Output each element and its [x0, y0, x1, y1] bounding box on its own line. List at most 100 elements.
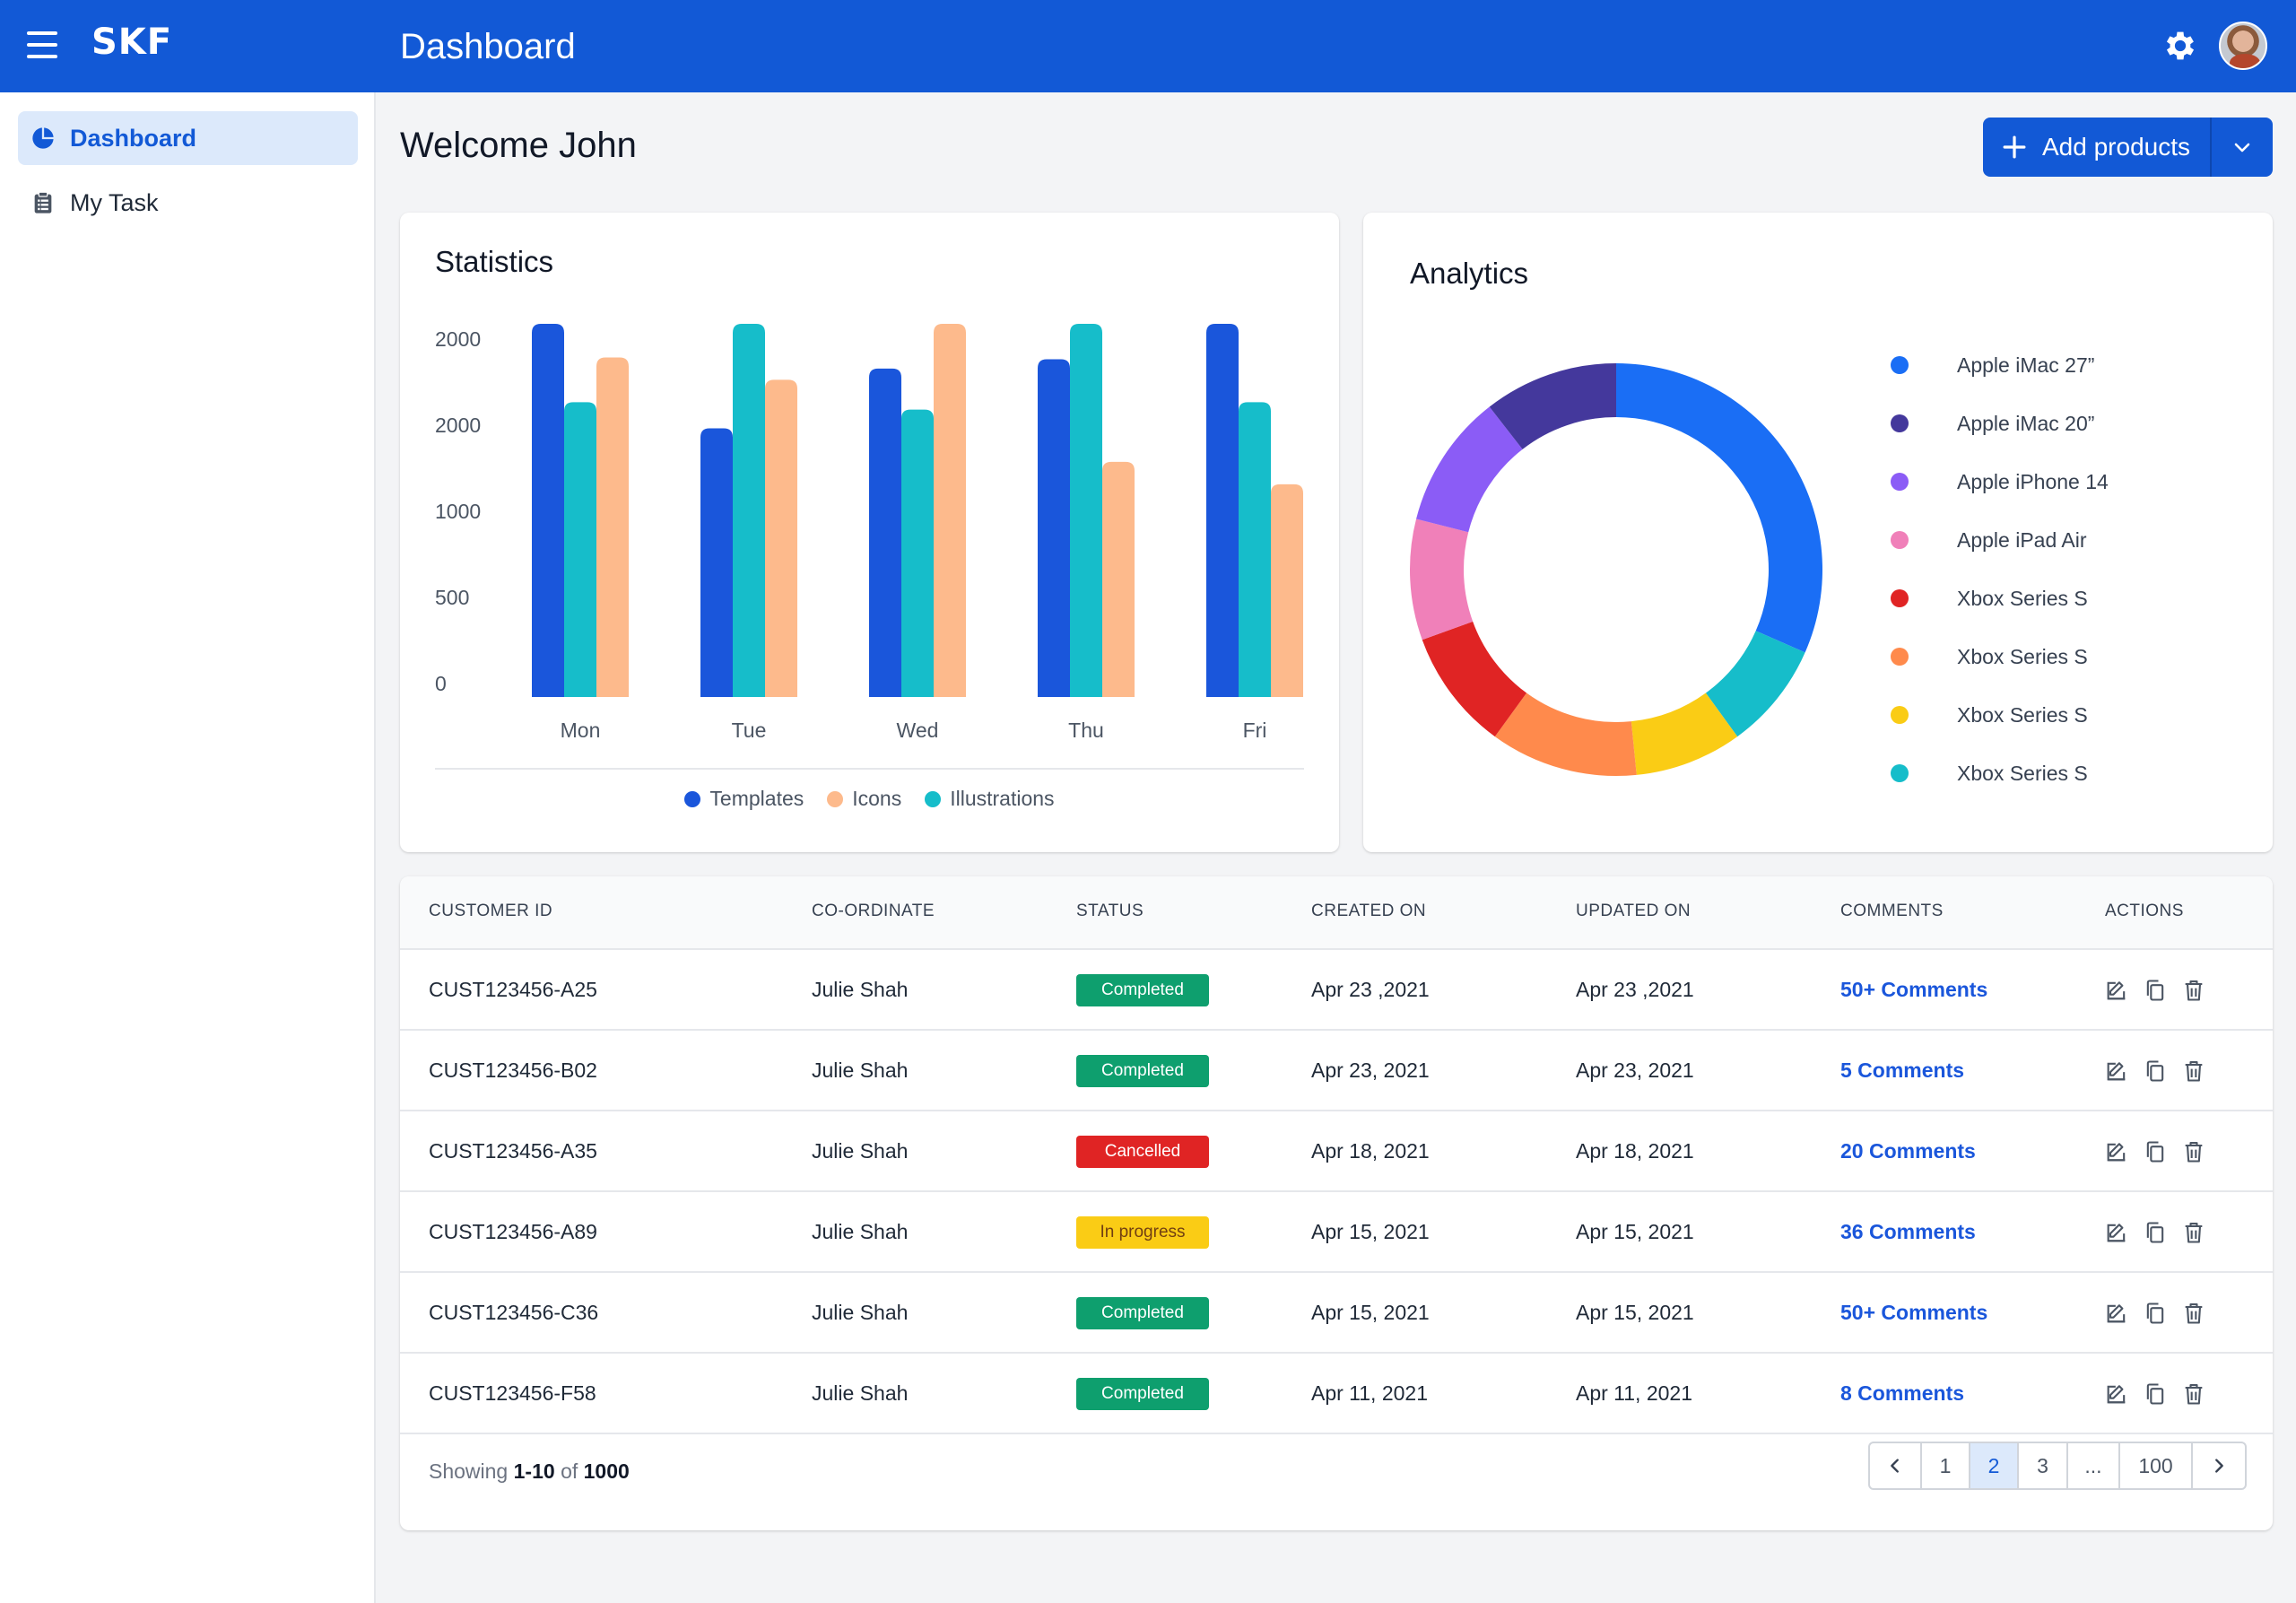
comments-link[interactable]: 50+ Comments: [1840, 1301, 1988, 1324]
comments-link[interactable]: 36 Comments: [1840, 1220, 1976, 1243]
pagination-prev-button[interactable]: [1870, 1443, 1922, 1488]
bar-templates-thu[interactable]: [1038, 359, 1070, 697]
bar-icons-fri[interactable]: [1271, 484, 1303, 697]
bar-templates-tue[interactable]: [700, 428, 733, 697]
edit-icon[interactable]: [2104, 977, 2129, 1004]
column-header-customer-id[interactable]: CUSTOMER ID: [429, 902, 553, 920]
donut-slice-6[interactable]: [1416, 406, 1523, 533]
donut-slice-7[interactable]: [1489, 363, 1616, 449]
comments-link[interactable]: 8 Comments: [1840, 1381, 1965, 1405]
bar-templates-fri[interactable]: [1206, 324, 1239, 697]
created-on-cell: Apr 23, 2021: [1311, 1059, 1430, 1082]
bar-icons-tue[interactable]: [765, 379, 797, 697]
gear-icon[interactable]: [2161, 27, 2199, 65]
bar-icons-thu[interactable]: [1102, 461, 1135, 697]
analytics-legend-item: Xbox Series S: [1891, 755, 2231, 791]
bar-templates-mon[interactable]: [532, 324, 564, 697]
sidebar-item-my-task[interactable]: My Task: [18, 176, 358, 230]
statistics-legend: Templates Icons Illustrations: [400, 787, 1339, 811]
legend-dot: [1891, 706, 1909, 724]
bar-illustrations-mon[interactable]: [564, 402, 596, 697]
add-products-label: Add products: [2042, 133, 2190, 161]
showing-total: 1000: [583, 1459, 630, 1483]
app-logo[interactable]: SKF: [91, 22, 173, 63]
user-avatar[interactable]: [2219, 22, 2267, 70]
comments-link[interactable]: 20 Comments: [1840, 1139, 1976, 1163]
statistics-title: Statistics: [435, 245, 554, 278]
comments-link[interactable]: 5 Comments: [1840, 1059, 1965, 1082]
table-row: CUST123456-A35 Julie Shah Cancelled Apr 18,…: [400, 1111, 2273, 1192]
trash-icon[interactable]: [2181, 977, 2206, 1004]
created-on-cell: Apr 15, 2021: [1311, 1220, 1430, 1243]
bar-illustrations-thu[interactable]: [1070, 324, 1102, 697]
analytics-legend-item: Apple iMac 27”: [1891, 347, 2231, 383]
legend-item-templates[interactable]: Templates: [684, 787, 804, 811]
copy-icon[interactable]: [2143, 1300, 2168, 1327]
copy-icon[interactable]: [2143, 1138, 2168, 1165]
column-header-created-on[interactable]: CREATED ON: [1311, 902, 1427, 920]
bar-illustrations-fri[interactable]: [1239, 402, 1271, 697]
table-header: CUSTOMER ID CO-ORDINATE STATUS CREATED O…: [400, 876, 2273, 950]
legend-dot: [1891, 414, 1909, 432]
copy-icon[interactable]: [2143, 1219, 2168, 1246]
trash-icon[interactable]: [2181, 1300, 2206, 1327]
pagination-next-button[interactable]: [2193, 1443, 2245, 1488]
edit-icon[interactable]: [2104, 1058, 2129, 1085]
comments-link[interactable]: 50+ Comments: [1840, 978, 1988, 1001]
pagination-page-1[interactable]: 1: [1922, 1443, 1970, 1488]
add-products-split-button: Add products: [1983, 118, 2273, 177]
column-header-actions: ACTIONS: [2105, 902, 2184, 920]
welcome-heading: Welcome John: [400, 126, 637, 165]
copy-icon[interactable]: [2143, 1381, 2168, 1407]
trash-icon[interactable]: [2181, 1381, 2206, 1407]
donut-slice-0[interactable]: [1616, 363, 1822, 653]
edit-icon[interactable]: [2104, 1300, 2129, 1327]
column-header-coordinate[interactable]: CO-ORDINATE: [812, 902, 935, 920]
y-tick-label: 2000: [435, 414, 481, 437]
add-products-button[interactable]: Add products: [1983, 118, 2210, 177]
trash-icon[interactable]: [2181, 1138, 2206, 1165]
pagination-page-2[interactable]: 2: [1970, 1443, 2019, 1488]
showing-of: of: [561, 1459, 578, 1483]
column-header-comments[interactable]: COMMENTS: [1840, 902, 1944, 920]
y-tick-label: 0: [435, 672, 447, 695]
legend-item-illustrations[interactable]: Illustrations: [925, 787, 1055, 811]
trash-icon[interactable]: [2181, 1058, 2206, 1085]
analytics-legend-item: Apple iPad Air: [1891, 522, 2231, 558]
edit-icon[interactable]: [2104, 1138, 2129, 1165]
bar-illustrations-wed[interactable]: [901, 409, 934, 697]
donut-slice-4[interactable]: [1422, 621, 1527, 737]
donut-slice-3[interactable]: [1494, 693, 1637, 776]
updated-on-cell: Apr 11, 2021: [1576, 1381, 1693, 1405]
edit-icon[interactable]: [2104, 1381, 2129, 1407]
bar-icons-mon[interactable]: [596, 357, 629, 697]
plus-icon: [2003, 135, 2026, 159]
updated-on-cell: Apr 15, 2021: [1576, 1220, 1694, 1243]
legend-item-icons[interactable]: Icons: [827, 787, 901, 811]
trash-icon[interactable]: [2181, 1219, 2206, 1246]
bar-illustrations-tue[interactable]: [733, 324, 765, 697]
column-header-updated-on[interactable]: UPDATED ON: [1576, 902, 1692, 920]
customer-id-cell: CUST123456-C36: [429, 1301, 599, 1324]
updated-on-cell: Apr 23, 2021: [1576, 1059, 1694, 1082]
copy-icon[interactable]: [2143, 1058, 2168, 1085]
legend-dot: [827, 790, 844, 807]
status-badge: Completed: [1076, 1378, 1209, 1410]
bar-icons-wed[interactable]: [934, 324, 966, 697]
copy-icon[interactable]: [2143, 977, 2168, 1004]
bar-templates-wed[interactable]: [869, 368, 901, 697]
analytics-legend-item: Xbox Series S: [1891, 580, 2231, 616]
legend-label: Apple iMac 20”: [1957, 411, 2095, 435]
donut-slice-5[interactable]: [1410, 518, 1474, 640]
column-header-status[interactable]: STATUS: [1076, 902, 1144, 920]
coordinate-cell: Julie Shah: [812, 1301, 909, 1324]
donut-slice-2[interactable]: [1631, 693, 1738, 775]
hamburger-menu-icon[interactable]: [27, 31, 57, 58]
sidebar: Dashboard My Task: [0, 92, 376, 1603]
add-products-dropdown-toggle[interactable]: [2212, 118, 2273, 177]
sidebar-item-dashboard[interactable]: Dashboard: [18, 111, 358, 165]
donut-slice-1[interactable]: [1705, 631, 1805, 737]
edit-icon[interactable]: [2104, 1219, 2129, 1246]
pagination-page-3[interactable]: 3: [2019, 1443, 2068, 1488]
pagination-page-100[interactable]: 100: [2120, 1443, 2193, 1488]
